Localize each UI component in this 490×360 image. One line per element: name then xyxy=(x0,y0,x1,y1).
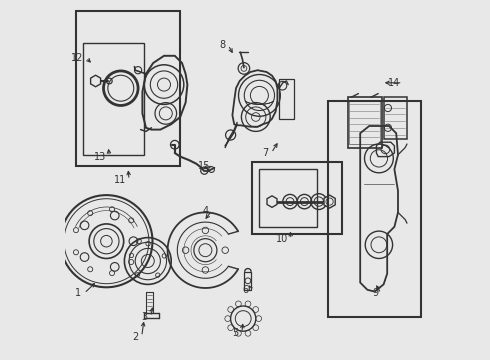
Bar xyxy=(347,97,382,148)
Text: 1: 1 xyxy=(75,288,81,298)
Text: 9: 9 xyxy=(372,288,378,298)
Bar xyxy=(83,43,144,155)
Polygon shape xyxy=(91,75,100,87)
Text: 13: 13 xyxy=(94,152,106,162)
Bar xyxy=(328,101,421,317)
Polygon shape xyxy=(324,195,335,208)
Text: 8: 8 xyxy=(219,40,225,50)
Text: 2: 2 xyxy=(133,332,139,342)
Bar xyxy=(349,101,380,144)
Text: 14: 14 xyxy=(388,78,400,88)
Bar xyxy=(252,162,342,234)
Text: 12: 12 xyxy=(71,53,83,63)
Text: 3: 3 xyxy=(142,312,148,322)
Text: 15: 15 xyxy=(198,161,211,171)
Text: 6: 6 xyxy=(243,285,248,295)
Text: 10: 10 xyxy=(276,234,288,244)
Text: 7: 7 xyxy=(262,148,269,158)
Polygon shape xyxy=(267,196,277,207)
Bar xyxy=(279,79,294,119)
Bar xyxy=(76,11,180,166)
Text: 5: 5 xyxy=(233,328,239,338)
Text: 11: 11 xyxy=(114,175,126,185)
Text: 4: 4 xyxy=(203,206,209,216)
Bar xyxy=(259,169,317,227)
